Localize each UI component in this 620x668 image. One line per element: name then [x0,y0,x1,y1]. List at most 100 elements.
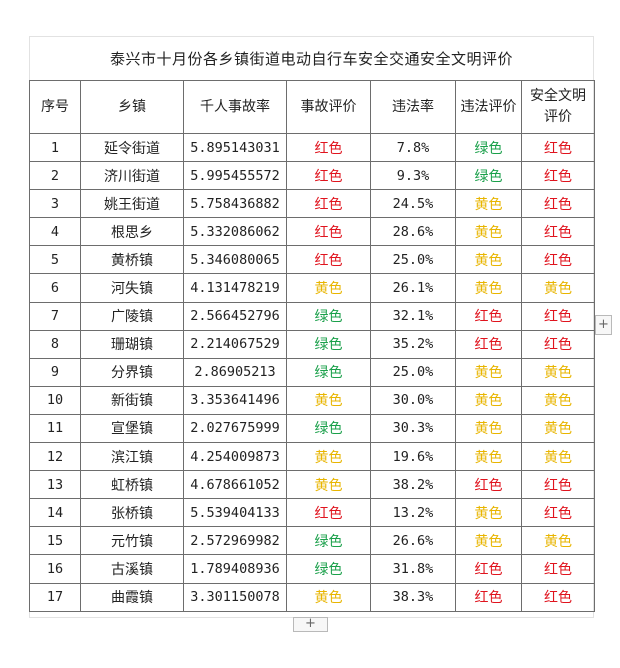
cell-violation-eval: 红色 [455,554,522,584]
cell-town: 元竹镇 [80,526,184,556]
header-accident-rate: 千人事故率 [183,80,287,134]
cell-violation-rate: 38.3% [370,582,456,612]
cell-violation-eval: 红色 [455,470,522,500]
cell-no: 12 [29,442,81,472]
header-row: 序号 乡镇 千人事故率 事故评价 违法率 违法评价 安全文明 评价 [29,80,595,134]
cell-violation-rate: 30.3% [370,413,456,444]
cell-overall-eval: 黄色 [521,442,595,472]
cell-overall-eval: 红色 [521,498,595,528]
cell-town: 广陵镇 [80,301,184,331]
cell-accident-eval: 红色 [286,161,371,191]
table-row: 8 珊瑚镇 2.214067529 绿色 35.2% 红色 红色 [29,329,595,359]
cell-no: 4 [29,217,81,247]
cell-violation-rate: 28.6% [370,217,456,247]
table-row: 9 分界镇 2.86905213 绿色 25.0% 黄色 黄色 [29,357,595,387]
cell-no: 10 [29,385,81,415]
cell-accident-eval: 红色 [286,217,371,247]
cell-overall-eval: 黄色 [521,273,595,303]
cell-accident-eval: 绿色 [286,413,371,444]
cell-overall-eval: 黄色 [521,357,595,387]
add-column-button[interactable]: + [595,315,612,335]
cell-accident-eval: 绿色 [286,329,371,359]
cell-no: 9 [29,357,81,387]
table-row: 1 延令街道 5.895143031 红色 7.8% 绿色 红色 [29,132,595,163]
table-row: 10 新街镇 3.353641496 黄色 30.0% 黄色 黄色 [29,385,595,415]
cell-no: 6 [29,273,81,303]
cell-violation-rate: 30.0% [370,385,456,415]
table-row: 13 虹桥镇 4.678661052 黄色 38.2% 红色 红色 [29,470,595,500]
cell-violation-eval: 黄色 [455,385,522,415]
cell-overall-eval: 红色 [521,217,595,247]
table-row: 4 根思乡 5.332086062 红色 28.6% 黄色 红色 [29,217,595,247]
cell-accident-rate: 4.678661052 [183,470,287,500]
cell-overall-eval: 黄色 [521,526,595,556]
cell-violation-eval: 黄色 [455,526,522,556]
cell-violation-eval: 绿色 [455,161,522,191]
table-row: 14 张桥镇 5.539404133 红色 13.2% 黄色 红色 [29,498,595,528]
cell-overall-eval: 红色 [521,329,595,359]
cell-no: 17 [29,582,81,612]
table-row: 16 古溪镇 1.789408936 绿色 31.8% 红色 红色 [29,554,595,584]
cell-town: 黄桥镇 [80,245,184,275]
cell-violation-eval: 黄色 [455,498,522,528]
table-row: 3 姚王街道 5.758436882 红色 24.5% 黄色 红色 [29,189,595,219]
cell-violation-rate: 13.2% [370,498,456,528]
cell-overall-eval: 红色 [521,161,595,191]
cell-accident-rate: 2.027675999 [183,413,287,444]
cell-accident-rate: 2.566452796 [183,301,287,331]
table-row: 7 广陵镇 2.566452796 绿色 32.1% 红色 红色 [29,301,595,331]
cell-violation-rate: 25.0% [370,357,456,387]
cell-no: 3 [29,189,81,219]
table-row: 12 滨江镇 4.254009873 黄色 19.6% 黄色 黄色 [29,442,595,472]
cell-overall-eval: 红色 [521,245,595,275]
table-row: 5 黄桥镇 5.346080065 红色 25.0% 黄色 红色 [29,245,595,275]
cell-accident-rate: 4.254009873 [183,442,287,472]
cell-accident-eval: 红色 [286,245,371,275]
cell-accident-rate: 5.332086062 [183,217,287,247]
cell-accident-eval: 黄色 [286,470,371,500]
cell-violation-eval: 黄色 [455,189,522,219]
header-violation-rate: 违法率 [370,80,456,134]
header-town: 乡镇 [80,80,184,134]
cell-accident-eval: 红色 [286,189,371,219]
cell-no: 2 [29,161,81,191]
cell-accident-rate: 5.895143031 [183,132,287,163]
cell-town: 宣堡镇 [80,413,184,444]
cell-no: 14 [29,498,81,528]
cell-accident-eval: 红色 [286,498,371,528]
table-row: 15 元竹镇 2.572969982 绿色 26.6% 黄色 黄色 [29,526,595,556]
cell-accident-rate: 3.353641496 [183,385,287,415]
cell-overall-eval: 红色 [521,470,595,500]
cell-overall-eval: 红色 [521,132,595,163]
cell-accident-rate: 3.301150078 [183,582,287,612]
cell-town: 河失镇 [80,273,184,303]
add-row-button[interactable]: + [293,617,328,632]
cell-no: 7 [29,301,81,331]
cell-accident-rate: 2.214067529 [183,329,287,359]
cell-town: 新街镇 [80,385,184,415]
cell-overall-eval: 黄色 [521,385,595,415]
evaluation-table: 序号 乡镇 千人事故率 事故评价 违法率 违法评价 安全文明 评价 1 延令街道 5… [29,80,595,612]
cell-overall-eval: 黄色 [521,413,595,444]
cell-town: 延令街道 [80,132,184,163]
cell-accident-eval: 绿色 [286,301,371,331]
cell-no: 5 [29,245,81,275]
cell-town: 古溪镇 [80,554,184,584]
table-row: 2 济川街道 5.995455572 红色 9.3% 绿色 红色 [29,161,595,191]
table-title: 泰兴市十月份各乡镇街道电动自行车安全交通安全文明评价 [109,49,513,68]
cell-town: 滨江镇 [80,442,184,472]
cell-town: 珊瑚镇 [80,329,184,359]
cell-accident-rate: 5.995455572 [183,161,287,191]
cell-violation-rate: 32.1% [370,301,456,331]
cell-overall-eval: 红色 [521,189,595,219]
cell-accident-eval: 黄色 [286,273,371,303]
cell-no: 11 [29,413,81,444]
cell-overall-eval: 红色 [521,301,595,331]
cell-accident-eval: 绿色 [286,357,371,387]
cell-accident-rate: 2.572969982 [183,526,287,556]
cell-violation-rate: 9.3% [370,161,456,191]
cell-no: 1 [29,132,81,163]
cell-violation-rate: 19.6% [370,442,456,472]
cell-violation-eval: 黄色 [455,217,522,247]
cell-violation-rate: 24.5% [370,189,456,219]
